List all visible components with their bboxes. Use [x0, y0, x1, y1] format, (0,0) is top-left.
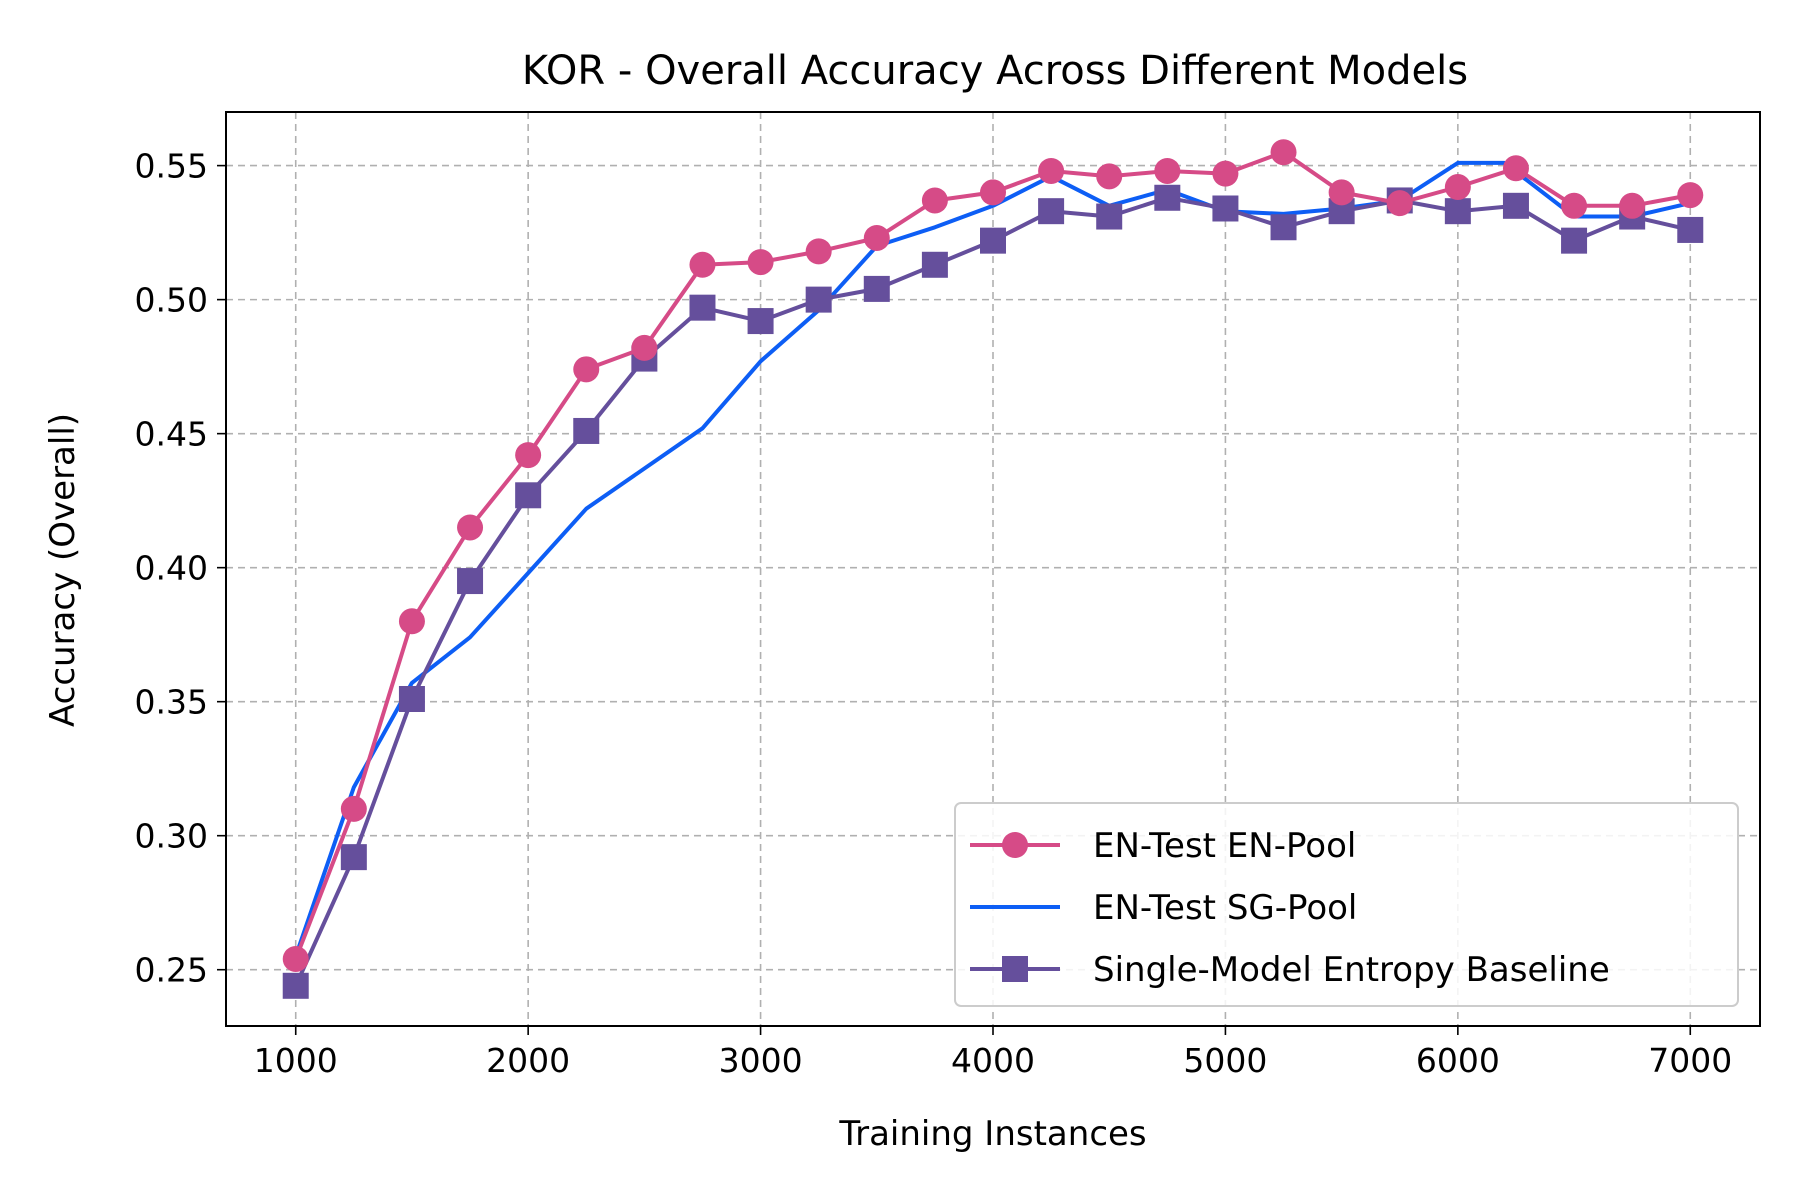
axis-ticks: 1000 2000 3000 4000 5000 6000 7000 0.25 0.30 0.35…	[135, 147, 1733, 1080]
data-point-circle	[689, 251, 716, 278]
data-point-square	[1677, 216, 1704, 243]
legend-label: Single-Model Entropy Baseline	[1093, 950, 1610, 990]
data-point-circle	[1096, 163, 1123, 190]
data-point-circle	[282, 945, 309, 972]
data-point-circle	[1386, 190, 1413, 217]
data-point-circle	[398, 608, 425, 635]
legend-swatch-marker	[1002, 832, 1028, 858]
data-point-square	[1096, 203, 1123, 230]
data-point-circle	[1154, 157, 1181, 184]
data-point-circle	[805, 238, 832, 265]
data-point-square	[805, 286, 832, 313]
data-point-circle	[980, 179, 1006, 206]
data-point-circle	[1619, 192, 1646, 219]
y-tick-label: 0.35	[135, 683, 208, 722]
y-tick-label: 0.25	[135, 951, 208, 990]
legend-box	[954, 802, 1739, 1007]
data-point-circle	[1212, 160, 1239, 187]
data-point-circle	[747, 249, 774, 276]
data-point-square	[747, 308, 774, 335]
legend-label: EN-Test SG-Pool	[1093, 888, 1357, 928]
data-point-square	[863, 275, 890, 302]
data-point-square	[1154, 184, 1181, 211]
series-group	[282, 184, 1704, 999]
series-line	[293, 160, 1691, 957]
y-tick-label: 0.50	[135, 281, 208, 320]
data-point-square	[1270, 214, 1297, 241]
data-point-square	[515, 482, 542, 509]
y-tick-label: 0.40	[135, 549, 208, 588]
y-tick-label: 0.30	[135, 817, 208, 856]
y-axis-label: Accuracy (Overall)	[43, 413, 83, 727]
chart-title: KOR - Overall Accuracy Across Different …	[522, 48, 1468, 94]
legend-label: EN-Test EN-Pool	[1093, 826, 1356, 866]
legend-swatch-marker	[1002, 956, 1028, 982]
legend: EN-Test EN-Pool EN-Test SG-Pool Single-Mod…	[954, 802, 1739, 1007]
data-point-circle	[340, 795, 367, 822]
y-tick-label: 0.45	[135, 415, 208, 454]
data-point-circle	[863, 224, 890, 251]
data-point-square	[921, 251, 948, 278]
data-point-circle	[1677, 182, 1704, 209]
data-point-square	[1502, 192, 1529, 219]
data-point-circle	[515, 442, 542, 469]
data-point-square	[340, 844, 367, 871]
data-point-square	[398, 685, 425, 712]
data-point-circle	[457, 514, 484, 541]
data-point-circle	[1038, 157, 1065, 184]
data-point-square	[573, 417, 600, 444]
data-point-square	[457, 568, 484, 595]
series-group	[293, 160, 1691, 957]
data-point-square	[689, 294, 716, 321]
x-tick-label: 7000	[1648, 1041, 1732, 1080]
x-tick-label: 3000	[719, 1041, 803, 1080]
data-point-circle	[631, 334, 658, 361]
data-point-square	[1561, 227, 1588, 254]
x-tick-label: 1000	[254, 1041, 338, 1080]
x-tick-label: 6000	[1416, 1041, 1500, 1080]
x-tick-label: 4000	[951, 1041, 1035, 1080]
x-tick-label: 5000	[1183, 1041, 1267, 1080]
data-point-circle	[1444, 174, 1471, 201]
y-tick-label: 0.55	[135, 147, 208, 186]
data-point-circle	[1502, 155, 1529, 182]
series-layer	[282, 139, 1704, 999]
data-point-square	[1038, 198, 1065, 225]
data-point-circle	[1561, 192, 1588, 219]
data-point-square	[1212, 195, 1239, 222]
data-point-square	[980, 227, 1006, 254]
x-tick-label: 2000	[486, 1041, 570, 1080]
data-point-circle	[1270, 139, 1297, 166]
data-point-circle	[573, 356, 600, 383]
x-axis-label: Training Instances	[838, 1114, 1146, 1154]
data-point-square	[1444, 198, 1471, 225]
data-point-square	[282, 972, 309, 999]
data-point-circle	[1328, 179, 1355, 206]
data-point-circle	[921, 187, 948, 214]
series-group	[282, 139, 1704, 972]
